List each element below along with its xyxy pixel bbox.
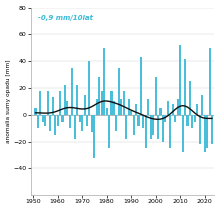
Bar bbox=[69, 115, 71, 128]
Bar bbox=[79, 115, 81, 122]
Bar bbox=[37, 115, 39, 128]
Bar bbox=[128, 99, 130, 115]
Bar bbox=[44, 115, 46, 126]
Bar bbox=[64, 85, 66, 115]
Bar bbox=[59, 91, 61, 115]
Bar bbox=[211, 115, 213, 144]
Bar bbox=[54, 115, 56, 135]
Bar bbox=[194, 115, 196, 122]
Bar bbox=[74, 115, 76, 139]
Bar bbox=[120, 99, 122, 115]
Bar bbox=[110, 91, 113, 115]
Bar bbox=[201, 95, 203, 115]
Bar bbox=[199, 115, 201, 144]
Bar bbox=[39, 91, 42, 115]
Bar bbox=[167, 101, 169, 115]
Bar bbox=[98, 77, 100, 115]
Bar bbox=[164, 115, 167, 122]
Bar bbox=[160, 108, 161, 115]
Bar bbox=[140, 57, 142, 115]
Bar bbox=[152, 115, 154, 135]
Bar bbox=[103, 48, 105, 115]
Bar bbox=[71, 68, 73, 115]
Bar bbox=[184, 59, 186, 115]
Bar bbox=[132, 115, 135, 135]
Bar bbox=[115, 115, 117, 131]
Bar bbox=[147, 99, 149, 115]
Bar bbox=[186, 115, 189, 126]
Bar bbox=[52, 97, 54, 115]
Bar bbox=[157, 115, 159, 139]
Bar bbox=[191, 115, 193, 128]
Bar bbox=[206, 115, 208, 148]
Bar bbox=[189, 81, 191, 115]
Bar bbox=[209, 48, 211, 115]
Bar bbox=[88, 61, 90, 115]
Bar bbox=[145, 115, 147, 148]
Bar bbox=[125, 115, 127, 139]
Bar bbox=[81, 115, 83, 131]
Bar bbox=[204, 115, 206, 152]
Bar bbox=[49, 115, 51, 131]
Bar bbox=[113, 101, 115, 115]
Bar bbox=[138, 115, 139, 126]
Bar bbox=[47, 91, 49, 115]
Bar bbox=[86, 115, 88, 126]
Bar bbox=[123, 91, 125, 115]
Bar bbox=[91, 115, 93, 132]
Text: -0,9 mm/10lat: -0,9 mm/10lat bbox=[38, 15, 93, 21]
Bar bbox=[66, 101, 68, 115]
Bar bbox=[76, 85, 78, 115]
Bar bbox=[130, 111, 132, 115]
Bar bbox=[84, 95, 86, 115]
Bar bbox=[42, 115, 44, 122]
Bar bbox=[182, 115, 184, 152]
Bar bbox=[93, 115, 95, 158]
Bar bbox=[35, 108, 37, 115]
Bar bbox=[57, 115, 59, 126]
Bar bbox=[155, 77, 157, 115]
Bar bbox=[96, 99, 98, 115]
Bar bbox=[150, 115, 152, 139]
Bar bbox=[106, 108, 108, 115]
Bar bbox=[172, 104, 174, 115]
Bar bbox=[162, 115, 164, 142]
Bar bbox=[177, 99, 179, 115]
Bar bbox=[179, 45, 181, 115]
Bar bbox=[101, 91, 103, 115]
Bar bbox=[135, 104, 137, 115]
Bar bbox=[169, 115, 171, 148]
Bar bbox=[118, 68, 120, 115]
Bar bbox=[61, 115, 64, 122]
Bar bbox=[174, 115, 176, 122]
Bar bbox=[196, 104, 198, 115]
Bar bbox=[108, 115, 110, 148]
Bar bbox=[142, 115, 144, 128]
Y-axis label: anomalia sumy opadu [mm]: anomalia sumy opadu [mm] bbox=[6, 60, 11, 143]
